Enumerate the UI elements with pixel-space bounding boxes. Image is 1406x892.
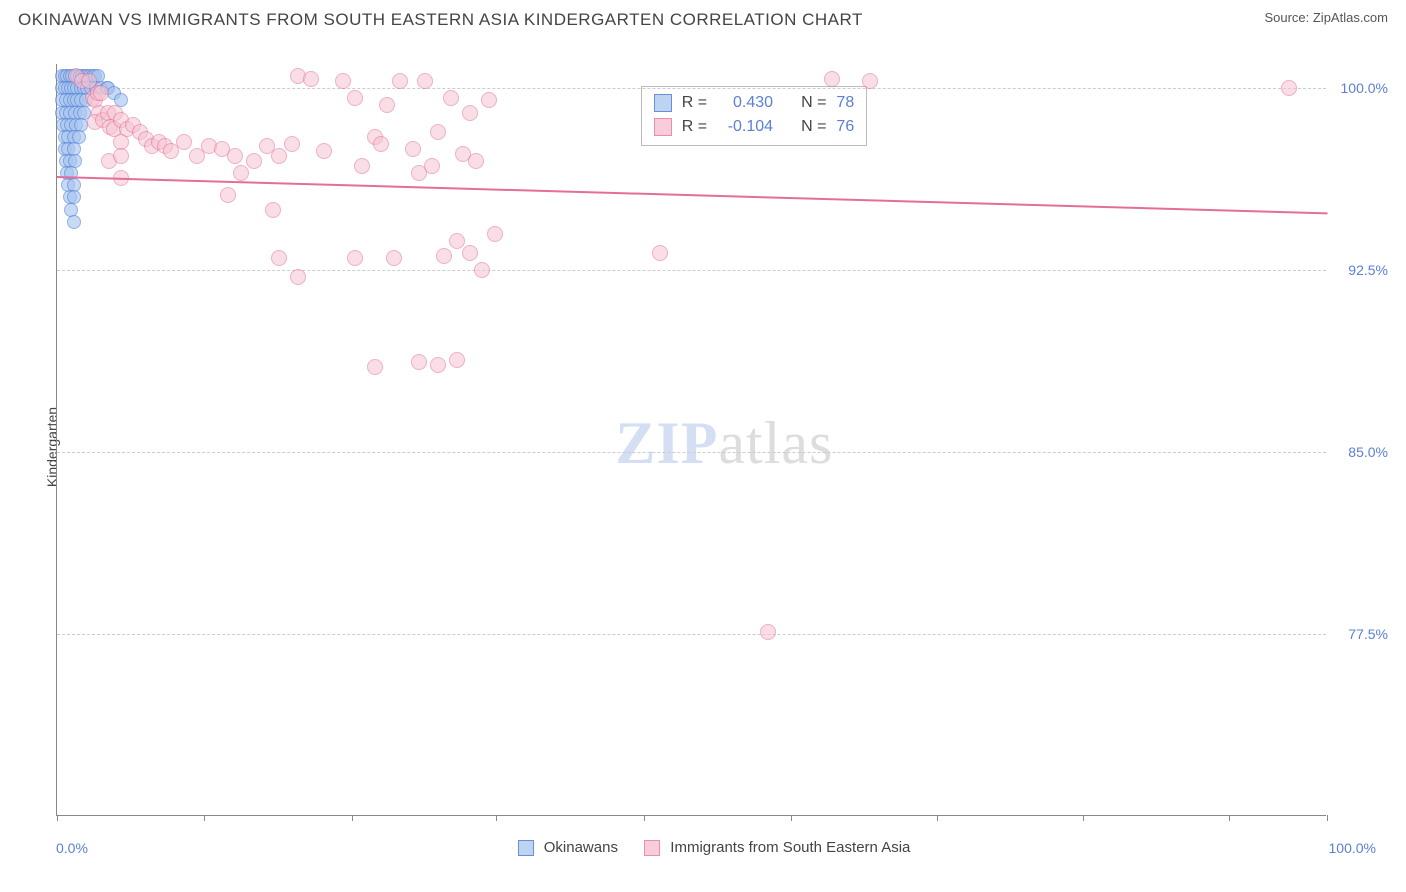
x-tick: [204, 815, 205, 821]
data-point: [246, 153, 262, 169]
data-point: [449, 352, 465, 368]
data-point: [487, 226, 503, 242]
stat-r-label: R =: [682, 91, 707, 115]
chart-header: OKINAWAN VS IMMIGRANTS FROM SOUTH EASTER…: [0, 0, 1406, 36]
data-point: [335, 73, 351, 89]
data-point: [373, 136, 389, 152]
legend-swatch-blue: [518, 840, 534, 856]
x-tick: [1327, 815, 1328, 821]
data-point: [462, 105, 478, 121]
data-point: [113, 148, 129, 164]
data-point: [93, 85, 109, 101]
data-point: [417, 73, 433, 89]
stat-n-value: 78: [836, 91, 854, 115]
chart-container: Kindergarten ZIPatlas R = 0.430 N = 78 R…: [18, 42, 1388, 852]
stat-row: R = 0.430 N = 78: [654, 91, 854, 115]
legend: Okinawans Immigrants from South Eastern …: [18, 839, 1388, 856]
gridline: [57, 270, 1326, 271]
data-point: [430, 357, 446, 373]
x-tick: [496, 815, 497, 821]
stat-n-label: N =: [801, 91, 826, 115]
stat-r-label: R =: [682, 115, 707, 139]
watermark-atlas: atlas: [718, 410, 833, 476]
plot-area: ZIPatlas R = 0.430 N = 78 R = -0.104 N =…: [56, 64, 1326, 816]
y-tick-label: 85.0%: [1348, 444, 1388, 460]
stat-n-label: N =: [801, 115, 826, 139]
x-tick: [57, 815, 58, 821]
data-point: [436, 248, 452, 264]
data-point: [316, 143, 332, 159]
data-point: [176, 134, 192, 150]
stat-swatch-blue: [654, 94, 672, 112]
data-point: [760, 624, 776, 640]
stat-swatch-pink: [654, 118, 672, 136]
data-point: [474, 262, 490, 278]
gridline: [57, 452, 1326, 453]
watermark-zip: ZIP: [615, 410, 718, 476]
stat-r-value: -0.104: [717, 115, 773, 139]
data-point: [481, 92, 497, 108]
data-point: [430, 124, 446, 140]
data-point: [367, 359, 383, 375]
data-point: [271, 148, 287, 164]
data-point: [862, 73, 878, 89]
data-point: [824, 71, 840, 87]
gridline: [57, 88, 1326, 89]
y-tick-label: 100.0%: [1341, 80, 1388, 96]
data-point: [290, 269, 306, 285]
data-point: [265, 202, 281, 218]
source-name: ZipAtlas.com: [1313, 10, 1388, 25]
data-point: [67, 215, 81, 229]
stat-row: R = -0.104 N = 76: [654, 115, 854, 139]
legend-swatch-pink: [644, 840, 660, 856]
x-tick: [644, 815, 645, 821]
data-point: [1281, 80, 1297, 96]
watermark: ZIPatlas: [615, 409, 833, 478]
data-point: [386, 250, 402, 266]
data-point: [462, 245, 478, 261]
data-point: [468, 153, 484, 169]
x-tick: [1083, 815, 1084, 821]
x-tick: [352, 815, 353, 821]
x-tick: [791, 815, 792, 821]
data-point: [411, 354, 427, 370]
stat-n-value: 76: [836, 115, 854, 139]
data-point: [652, 245, 668, 261]
y-tick-label: 77.5%: [1348, 626, 1388, 642]
data-point: [347, 250, 363, 266]
stat-r-value: 0.430: [717, 91, 773, 115]
data-point: [347, 90, 363, 106]
data-point: [220, 187, 236, 203]
chart-source: Source: ZipAtlas.com: [1264, 10, 1388, 25]
data-point: [392, 73, 408, 89]
trend-line: [57, 176, 1327, 214]
chart-title: OKINAWAN VS IMMIGRANTS FROM SOUTH EASTER…: [18, 10, 863, 30]
correlation-stat-box: R = 0.430 N = 78 R = -0.104 N = 76: [641, 86, 867, 146]
data-point: [303, 71, 319, 87]
x-tick: [937, 815, 938, 821]
gridline: [57, 634, 1326, 635]
legend-label: Immigrants from South Eastern Asia: [670, 839, 910, 856]
data-point: [354, 158, 370, 174]
data-point: [443, 90, 459, 106]
data-point: [424, 158, 440, 174]
legend-label: Okinawans: [544, 839, 618, 856]
y-tick-label: 92.5%: [1348, 262, 1388, 278]
data-point: [284, 136, 300, 152]
data-point: [271, 250, 287, 266]
source-prefix: Source:: [1264, 10, 1312, 25]
data-point: [405, 141, 421, 157]
data-point: [227, 148, 243, 164]
x-tick: [1229, 815, 1230, 821]
data-point: [449, 233, 465, 249]
data-point: [379, 97, 395, 113]
data-point: [233, 165, 249, 181]
